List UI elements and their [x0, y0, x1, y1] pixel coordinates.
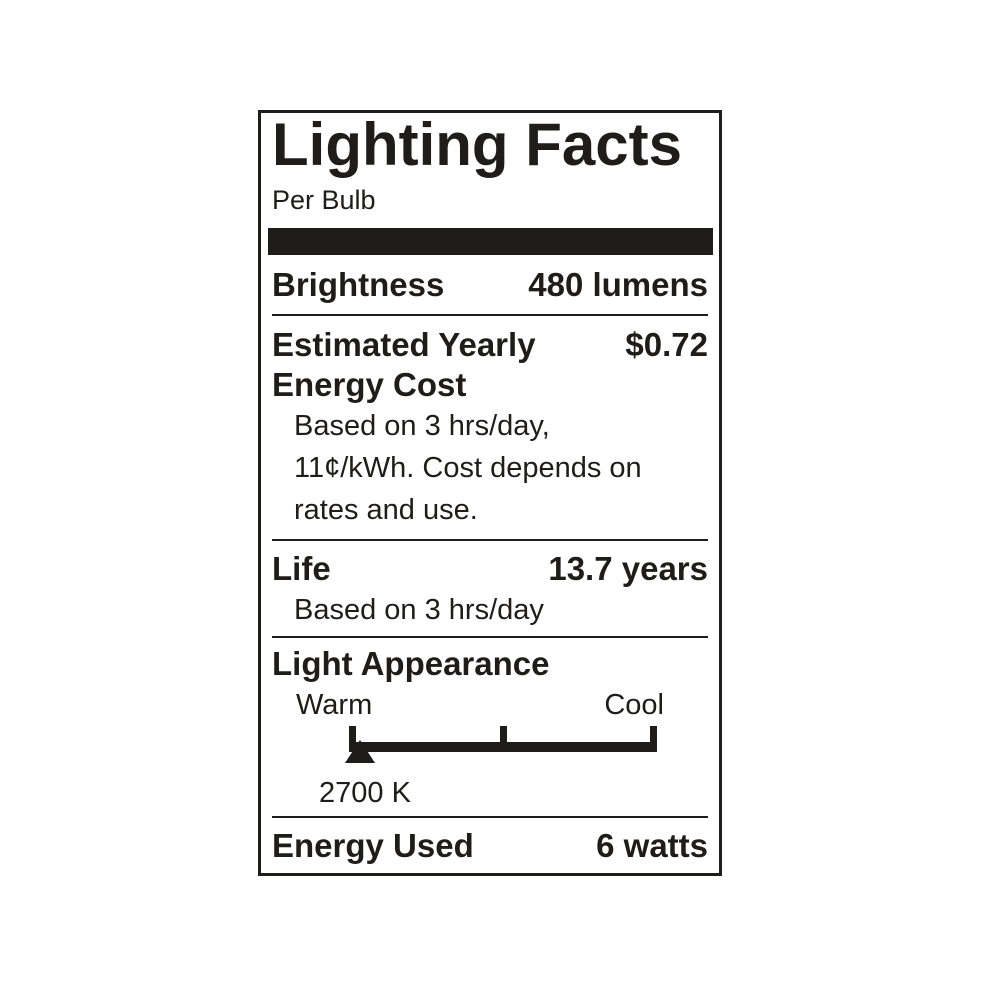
- light-appearance-label: Light Appearance: [272, 645, 550, 682]
- kelvin-marker-triangle-icon: [345, 740, 375, 763]
- brightness-row: Brightness 480 lumens: [272, 255, 708, 316]
- color-temperature-scale: [345, 726, 657, 763]
- warm-cool-row: Warm Cool: [272, 690, 708, 720]
- life-row: Life 13.7 years: [272, 549, 708, 589]
- brightness-value: 480 lumens: [528, 266, 708, 303]
- label-subtitle: Per Bulb: [272, 185, 376, 215]
- kelvin-value: 2700 K: [319, 777, 411, 809]
- energy-cost-label-line1: Estimated Yearly: [272, 326, 536, 363]
- cool-label: Cool: [604, 689, 664, 721]
- energy-cost-note: Based on 3 hrs/day, 11¢/kWh. Cost depend…: [294, 405, 708, 531]
- life-label: Life: [272, 550, 331, 587]
- energy-cost-section: Estimated Yearly $0.72 Energy Cost Based…: [272, 316, 708, 541]
- energy-cost-value: $0.72: [625, 326, 708, 363]
- energy-used-row: Energy Used 6 watts: [272, 818, 708, 871]
- life-value: 13.7 years: [548, 550, 708, 587]
- energy-cost-note-line-1: Based on 3 hrs/day,: [294, 410, 550, 442]
- warm-label: Warm: [296, 689, 373, 721]
- energy-cost-note-line-3: rates and use.: [294, 494, 478, 526]
- lighting-facts-label: Lighting Facts Per Bulb Brightness 480 l…: [258, 110, 722, 876]
- divider-bar: [268, 228, 713, 255]
- energy-cost-row: Estimated Yearly $0.72: [272, 325, 708, 365]
- life-note: Based on 3 hrs/day: [294, 594, 544, 626]
- light-appearance-section: Light Appearance Warm Cool 2700 K: [272, 638, 708, 818]
- brightness-label: Brightness: [272, 266, 445, 303]
- scale-bar: [349, 742, 657, 752]
- energy-used-value: 6 watts: [596, 827, 708, 864]
- energy-cost-note-line-2: 11¢/kWh. Cost depends on: [294, 452, 642, 484]
- scale-tick-right: [650, 726, 657, 752]
- energy-used-label: Energy Used: [272, 827, 474, 864]
- label-title: Lighting Facts: [272, 111, 682, 178]
- scale-tick-left: [349, 726, 356, 752]
- life-section: Life 13.7 years Based on 3 hrs/day: [272, 541, 708, 638]
- scale-tick-middle: [500, 726, 507, 752]
- energy-cost-label-line2: Energy Cost: [272, 366, 467, 403]
